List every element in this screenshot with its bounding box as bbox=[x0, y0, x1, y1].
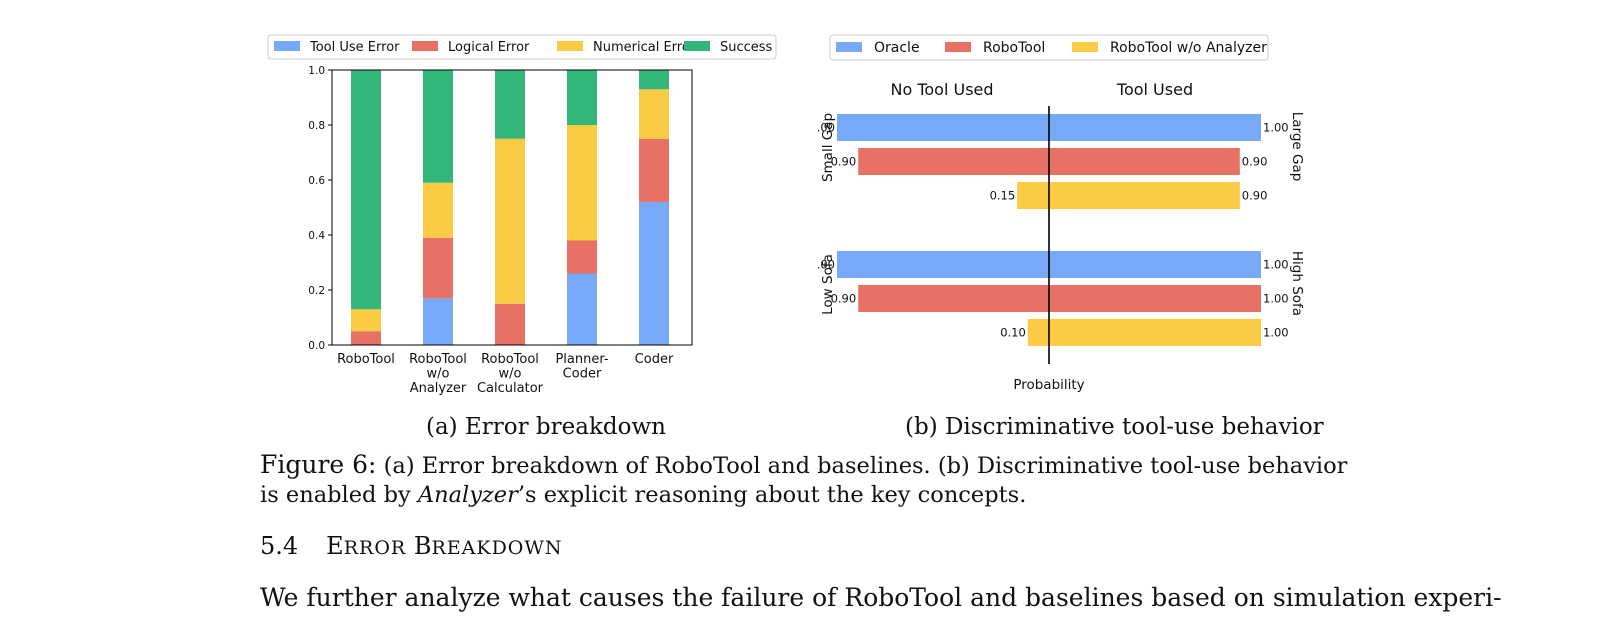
bar-segment bbox=[639, 89, 669, 139]
y-tick-label: 0.2 bbox=[308, 285, 325, 297]
bar-value-left: 0.90 bbox=[831, 155, 857, 169]
legend-label: Success bbox=[720, 40, 773, 55]
bar-segment bbox=[495, 303, 525, 345]
bar-value-right: 0.90 bbox=[1242, 155, 1268, 169]
bar-right bbox=[1049, 148, 1240, 175]
bar-value-left: 0.15 bbox=[990, 189, 1016, 203]
legend-label: Oracle bbox=[874, 40, 920, 56]
y-tick-label: 0.0 bbox=[308, 340, 325, 352]
bar-segment bbox=[423, 237, 453, 299]
bar-segment bbox=[495, 70, 525, 139]
error-breakdown-legend: Tool Use Error Logical Error Numerical Err… bbox=[267, 34, 777, 60]
section-title-rest-1: RROR bbox=[343, 537, 407, 559]
bar-right bbox=[1049, 251, 1261, 278]
y-tick-label: 1.0 bbox=[308, 65, 325, 77]
body-paragraph: We further analyze what causes the failu… bbox=[260, 583, 1502, 612]
group-label-left: Low Sofa bbox=[820, 254, 836, 315]
y-tick-label: 0.4 bbox=[308, 230, 325, 242]
group-label-right: Large Gap bbox=[1289, 112, 1305, 182]
bar-right bbox=[1049, 182, 1240, 209]
y-tick-label: 0.6 bbox=[308, 175, 325, 187]
bar-segment bbox=[351, 331, 381, 345]
caption-text-1: (a) Error breakdown of RoboTool and base… bbox=[260, 453, 1348, 508]
bar-segment bbox=[639, 138, 669, 202]
legend-label: RoboTool bbox=[983, 40, 1045, 56]
bar-segment bbox=[567, 240, 597, 274]
subcaption-a: (a) Error breakdown bbox=[426, 414, 666, 440]
bar-value-right: 1.00 bbox=[1263, 292, 1289, 306]
legend-swatch bbox=[945, 42, 971, 52]
bar-left bbox=[1017, 182, 1049, 209]
x-axis-label: Probability bbox=[1013, 377, 1084, 393]
subcaption-b: (b) Discriminative tool-use behavior bbox=[905, 414, 1324, 440]
bar-segment bbox=[495, 138, 525, 304]
bar-value-left: 1.00 bbox=[818, 258, 835, 272]
bar-value-right: 0.90 bbox=[1242, 189, 1268, 203]
legend-swatch bbox=[836, 42, 862, 52]
legend-label: RoboTool w/o Analyzer bbox=[1110, 40, 1267, 56]
bar-segment bbox=[567, 125, 597, 241]
bar-right bbox=[1049, 285, 1261, 312]
bar-left bbox=[837, 114, 1049, 141]
legend-frame bbox=[829, 34, 1269, 61]
bar-right bbox=[1049, 319, 1261, 346]
tool-use-legend: Oracle RoboTool RoboTool w/o Analyzer bbox=[829, 34, 1269, 61]
bar-left bbox=[858, 285, 1049, 312]
x-tick-label: RoboTool w/o Analyzer bbox=[409, 352, 467, 396]
right-title: Tool Used bbox=[1116, 80, 1193, 99]
caption-emphasis: Analyzer bbox=[417, 482, 518, 508]
legend-label: Tool Use Error bbox=[309, 40, 400, 55]
tool-use-behavior-chart: Oracle RoboTool RoboTool w/o Analyzer No T… bbox=[818, 34, 1305, 393]
tool-use-plot: No Tool Used Tool Used 1.00 1.00 0.90 0.90 0.1… bbox=[818, 80, 1305, 393]
bar-left bbox=[837, 251, 1049, 278]
section-number: 5.4 bbox=[260, 532, 299, 560]
bar-value-left: 1.00 bbox=[818, 121, 835, 135]
x-tick-label: RoboTool w/o Calculator bbox=[477, 352, 544, 396]
x-tick-label: RoboTool bbox=[337, 352, 395, 367]
legend-swatch bbox=[684, 41, 710, 51]
bar-value-left: 0.90 bbox=[831, 292, 857, 306]
bar-segment bbox=[423, 182, 453, 238]
legend-swatch bbox=[1072, 42, 1098, 52]
bar-segment bbox=[423, 70, 453, 183]
caption-text-2: ’s explicit reasoning about the key conc… bbox=[517, 482, 1027, 508]
bar-segment bbox=[567, 70, 597, 125]
bar-right bbox=[1049, 114, 1261, 141]
legend-label: Numerical Error bbox=[593, 40, 696, 55]
figure-caption: Figure 6: (a) Error breakdown of RoboToo… bbox=[260, 450, 1360, 510]
legend-frame bbox=[267, 34, 777, 60]
bar-value-right: 1.00 bbox=[1263, 326, 1289, 340]
bar-segment bbox=[567, 273, 597, 345]
bar-segment bbox=[639, 202, 669, 345]
section-title-initial-1: E bbox=[326, 532, 344, 560]
x-tick-label: Planner-Coder bbox=[555, 352, 608, 382]
plot-frame bbox=[331, 69, 693, 346]
caption-label: Figure 6: bbox=[260, 450, 377, 479]
bar-segment bbox=[423, 298, 453, 345]
section-heading: 5.4 ERROR BREAKDOWN bbox=[260, 532, 563, 560]
bar-segment bbox=[351, 309, 381, 332]
bar-value-right: 1.00 bbox=[1263, 258, 1289, 272]
section-title-rest-2: REAKDOWN bbox=[431, 537, 563, 559]
left-title: No Tool Used bbox=[890, 80, 993, 99]
bar-segment bbox=[639, 70, 669, 90]
bar-value-left: 0.10 bbox=[1000, 326, 1026, 340]
legend-swatch bbox=[274, 41, 300, 51]
bar-segment bbox=[351, 70, 381, 310]
y-tick-label: 0.8 bbox=[308, 120, 325, 132]
legend-swatch bbox=[557, 41, 583, 51]
x-tick-label: Coder bbox=[635, 352, 674, 367]
legend-label: Logical Error bbox=[448, 40, 530, 55]
legend-swatch bbox=[412, 41, 438, 51]
section-title-initial-2: B bbox=[413, 532, 432, 560]
error-breakdown-chart: Tool Use Error Logical Error Numerical Err… bbox=[267, 34, 777, 396]
group-label-left: Small Gap bbox=[820, 113, 836, 182]
group-label-right: High Sofa bbox=[1289, 251, 1305, 316]
bar-left bbox=[858, 148, 1049, 175]
bar-left bbox=[1027, 319, 1049, 346]
bar-value-right: 1.00 bbox=[1263, 121, 1289, 135]
